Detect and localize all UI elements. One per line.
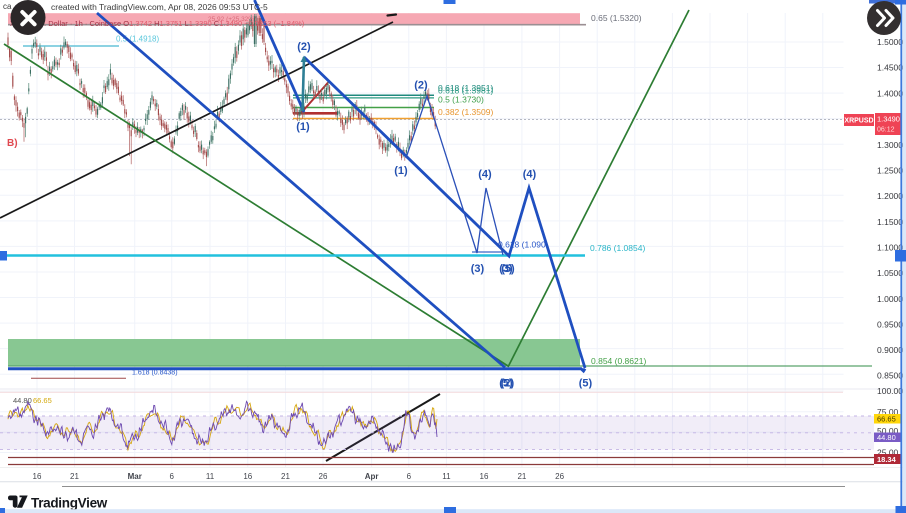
svg-text:16: 16 — [243, 472, 252, 481]
svg-text:(1): (1) — [296, 121, 310, 133]
svg-text:1.1000: 1.1000 — [877, 243, 903, 253]
svg-text:18.34: 18.34 — [877, 455, 897, 464]
svg-text:6: 6 — [169, 472, 174, 481]
svg-text:(1): (1) — [394, 165, 408, 177]
svg-text:(5): (5) — [501, 263, 515, 275]
svg-text:0.382 (1.3509): 0.382 (1.3509) — [438, 107, 493, 117]
svg-text:6: 6 — [407, 472, 412, 481]
svg-text:75.00: 75.00 — [877, 407, 899, 417]
svg-text:1.4000: 1.4000 — [877, 89, 903, 99]
svg-text:Apr: Apr — [365, 472, 379, 481]
svg-text:0.9500: 0.9500 — [877, 320, 903, 330]
svg-text:created with TradingView.com,: created with TradingView.com, Apr 08, 20… — [51, 2, 268, 12]
svg-text:(2): (2) — [297, 41, 311, 53]
svg-text:B): B) — [7, 138, 18, 149]
svg-text:1.5000: 1.5000 — [877, 37, 903, 47]
svg-text:26: 26 — [555, 472, 564, 481]
svg-text:06:12: 06:12 — [877, 127, 895, 134]
svg-text:0.9000: 0.9000 — [877, 345, 903, 355]
svg-text:50.00: 50.00 — [877, 426, 899, 436]
svg-text:1.4500: 1.4500 — [877, 63, 903, 73]
svg-text:XRPUSD: XRPUSD — [844, 118, 873, 125]
svg-text:11: 11 — [442, 472, 451, 481]
svg-text:XRP / U.S. Dollar · 1h · Coinb: XRP / U.S. Dollar · 1h · Coinbase O1.374… — [10, 19, 305, 28]
svg-text:(3): (3) — [499, 263, 513, 275]
svg-text:44.80: 44.80 — [877, 433, 896, 442]
svg-text:0.786 (1.0854): 0.786 (1.0854) — [590, 243, 645, 253]
svg-text:(4): (4) — [478, 169, 492, 181]
svg-text:25.92 (+25.32%): 25.92 (+25.32%) — [208, 16, 256, 23]
svg-text:1.3000: 1.3000 — [877, 140, 903, 150]
svg-text:ca: ca — [3, 2, 12, 11]
svg-text:0.854 (0.8621): 0.854 (0.8621) — [591, 356, 646, 366]
svg-text:1.0000: 1.0000 — [877, 294, 903, 304]
svg-text:TradingView: TradingView — [31, 496, 108, 511]
svg-text:0.5 (1.4918): 0.5 (1.4918) — [116, 35, 159, 44]
svg-text:0.8500: 0.8500 — [877, 371, 903, 381]
svg-text:(4): (4) — [523, 169, 537, 181]
svg-text:0.618 (1.3981): 0.618 (1.3981) — [438, 86, 493, 96]
svg-text:(2): (2) — [501, 378, 515, 390]
svg-text:100.00: 100.00 — [877, 386, 903, 396]
svg-text:0.65 (1.5320): 0.65 (1.5320) — [591, 13, 642, 23]
svg-text:0.618 (1.3951): 0.618 (1.3951) — [438, 83, 493, 93]
svg-text:26: 26 — [319, 472, 328, 481]
svg-text:16: 16 — [33, 472, 42, 481]
svg-text:1.618 (0.8438): 1.618 (0.8438) — [132, 370, 178, 377]
svg-text:1.0500: 1.0500 — [877, 268, 903, 278]
svg-text:66.65: 66.65 — [33, 396, 52, 405]
svg-text:44.80: 44.80 — [13, 396, 32, 405]
svg-text:25.00: 25.00 — [877, 448, 899, 458]
svg-text:(2): (2) — [414, 80, 428, 92]
svg-text:21: 21 — [70, 472, 79, 481]
svg-text:1.3490: 1.3490 — [877, 115, 900, 124]
svg-text:(5): (5) — [579, 378, 593, 390]
svg-text:(5): (5) — [499, 378, 513, 390]
svg-text:1.2500: 1.2500 — [877, 166, 903, 176]
svg-text:16: 16 — [480, 472, 489, 481]
svg-text:(3): (3) — [471, 263, 485, 275]
svg-text:0.618 (1.090: 0.618 (1.090 — [498, 240, 546, 250]
svg-text:11: 11 — [206, 472, 215, 481]
svg-text:1.1500: 1.1500 — [877, 217, 903, 227]
svg-text:Mar: Mar — [128, 472, 142, 481]
svg-text:66.65: 66.65 — [877, 415, 896, 424]
svg-text:0.5 (1.3730): 0.5 (1.3730) — [438, 95, 484, 105]
svg-text:21: 21 — [517, 472, 526, 481]
svg-text:21: 21 — [281, 472, 290, 481]
svg-text:1.2000: 1.2000 — [877, 191, 903, 201]
